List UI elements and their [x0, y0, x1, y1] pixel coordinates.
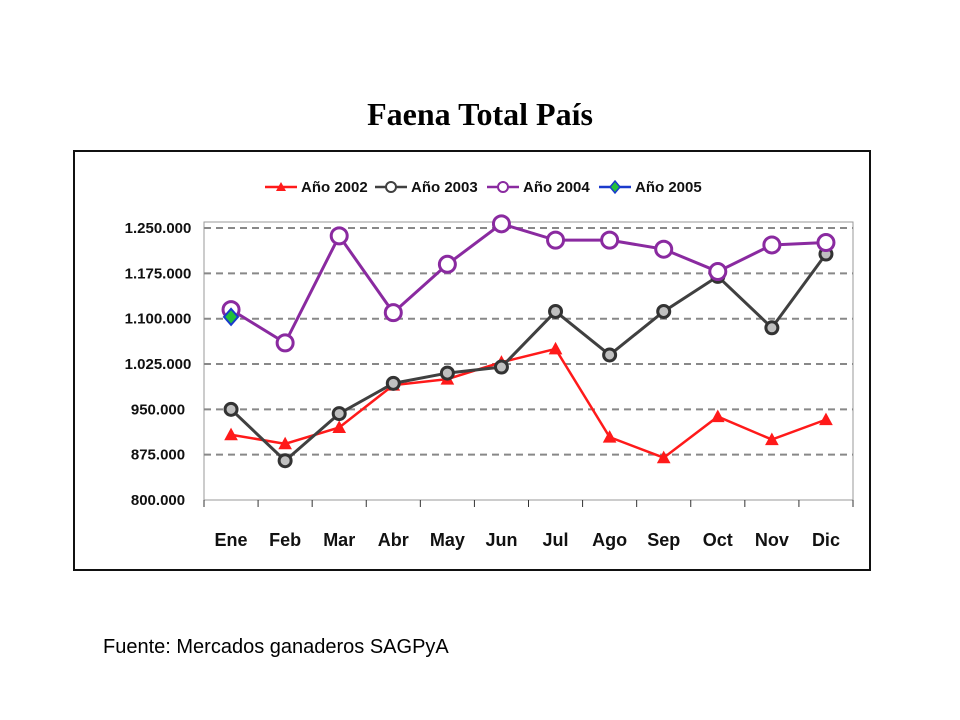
- series-a-o-2002-point: [548, 341, 563, 355]
- x-tick-label: May: [430, 530, 465, 550]
- series-a-o-2003-point: [764, 320, 780, 336]
- legend-a-o-2002-swatch-marker: [276, 182, 286, 191]
- x-tick-label: Dic: [812, 530, 840, 550]
- legend-a-o-2003-swatch-marker: [385, 181, 397, 193]
- y-tick-label: 1.100.000: [125, 311, 192, 328]
- x-tick-label: Abr: [378, 530, 409, 550]
- series-a-o-2004-point: [437, 254, 457, 274]
- y-tick-label: 1.175.000: [125, 265, 192, 282]
- series-a-o-2003-line: [230, 253, 828, 463]
- y-tick-label: 1.250.000: [125, 220, 192, 237]
- legend-a-o-2004-label: Año 2004: [523, 179, 590, 196]
- series-a-o-2002-line: [230, 347, 827, 460]
- series-a-o-2002-point: [602, 430, 617, 443]
- x-tick-label: Jun: [485, 530, 517, 550]
- series-a-o-2004-point: [275, 333, 295, 353]
- source-note: Fuente: Mercados ganaderos SAGPyA: [103, 636, 449, 658]
- x-tick-label: Nov: [755, 530, 789, 550]
- slide-title: Faena Total País: [367, 96, 593, 132]
- series-a-o-2003-point: [548, 303, 564, 319]
- series-a-o-2003-point: [439, 365, 455, 381]
- series-a-o-2002-point: [710, 409, 725, 423]
- legend-a-o-2004-swatch-marker: [497, 181, 509, 193]
- series-a-o-2003-point: [223, 401, 239, 417]
- series-a-o-2004-point: [816, 233, 836, 253]
- line-chart: 800.000 875.000 950.000 1.025.000 1.100.000 1…: [125, 179, 854, 550]
- series-a-o-2002-point: [765, 432, 779, 446]
- series-a-o-2003-point: [385, 375, 401, 391]
- x-tick-label: Feb: [269, 530, 301, 550]
- legend-a-o-2003-label: Año 2003: [411, 179, 478, 196]
- legend-a-o-2005-swatch-marker: [609, 179, 621, 195]
- series-a-o-2003-point: [602, 347, 618, 363]
- y-tick-label: 950.000: [131, 401, 185, 418]
- series-a-o-2004-point: [546, 230, 566, 250]
- series-a-o-2004-point: [708, 262, 728, 282]
- series-a-o-2002-point: [278, 436, 292, 450]
- series-a-o-2004-point: [600, 230, 620, 250]
- series-a-o-2002-point: [819, 412, 833, 426]
- legend-a-o-2005-label: Año 2005: [635, 179, 702, 196]
- x-tick-label: Ago: [592, 530, 627, 550]
- x-tick-label: Jul: [543, 530, 569, 550]
- series-a-o-2004-point: [762, 235, 782, 255]
- series-a-o-2003-point: [656, 303, 672, 319]
- x-tick-label: Ene: [215, 530, 248, 550]
- series-a-o-2002-point: [224, 427, 238, 441]
- y-tick-label: 800.000: [131, 492, 185, 509]
- series-a-o-2004-line: [230, 222, 827, 346]
- series-a-o-2003-point: [277, 453, 293, 469]
- y-tick-label: 1.025.000: [125, 356, 192, 373]
- chart-frame: 800.000 875.000 950.000 1.025.000 1.100.000 1…: [73, 150, 871, 571]
- legend-a-o-2002-label: Año 2002: [301, 179, 368, 196]
- series-a-o-2004-point: [491, 214, 511, 234]
- series-a-o-2003-point: [493, 359, 509, 375]
- x-tick-label: Sep: [647, 530, 680, 550]
- plot-area: [203, 221, 854, 501]
- series-a-o-2003-point: [331, 406, 347, 422]
- series-a-o-2002-point: [656, 450, 671, 464]
- series-a-o-2004-point: [329, 226, 349, 246]
- series-a-o-2002-point: [332, 420, 347, 433]
- series-a-o-2004-point: [383, 303, 403, 323]
- series-a-o-2004-point: [654, 239, 674, 259]
- series-a-o-2005-point: [222, 307, 240, 327]
- x-tick-label: Mar: [323, 530, 355, 550]
- y-tick-label: 875.000: [131, 447, 185, 464]
- x-tick-label: Oct: [703, 530, 733, 550]
